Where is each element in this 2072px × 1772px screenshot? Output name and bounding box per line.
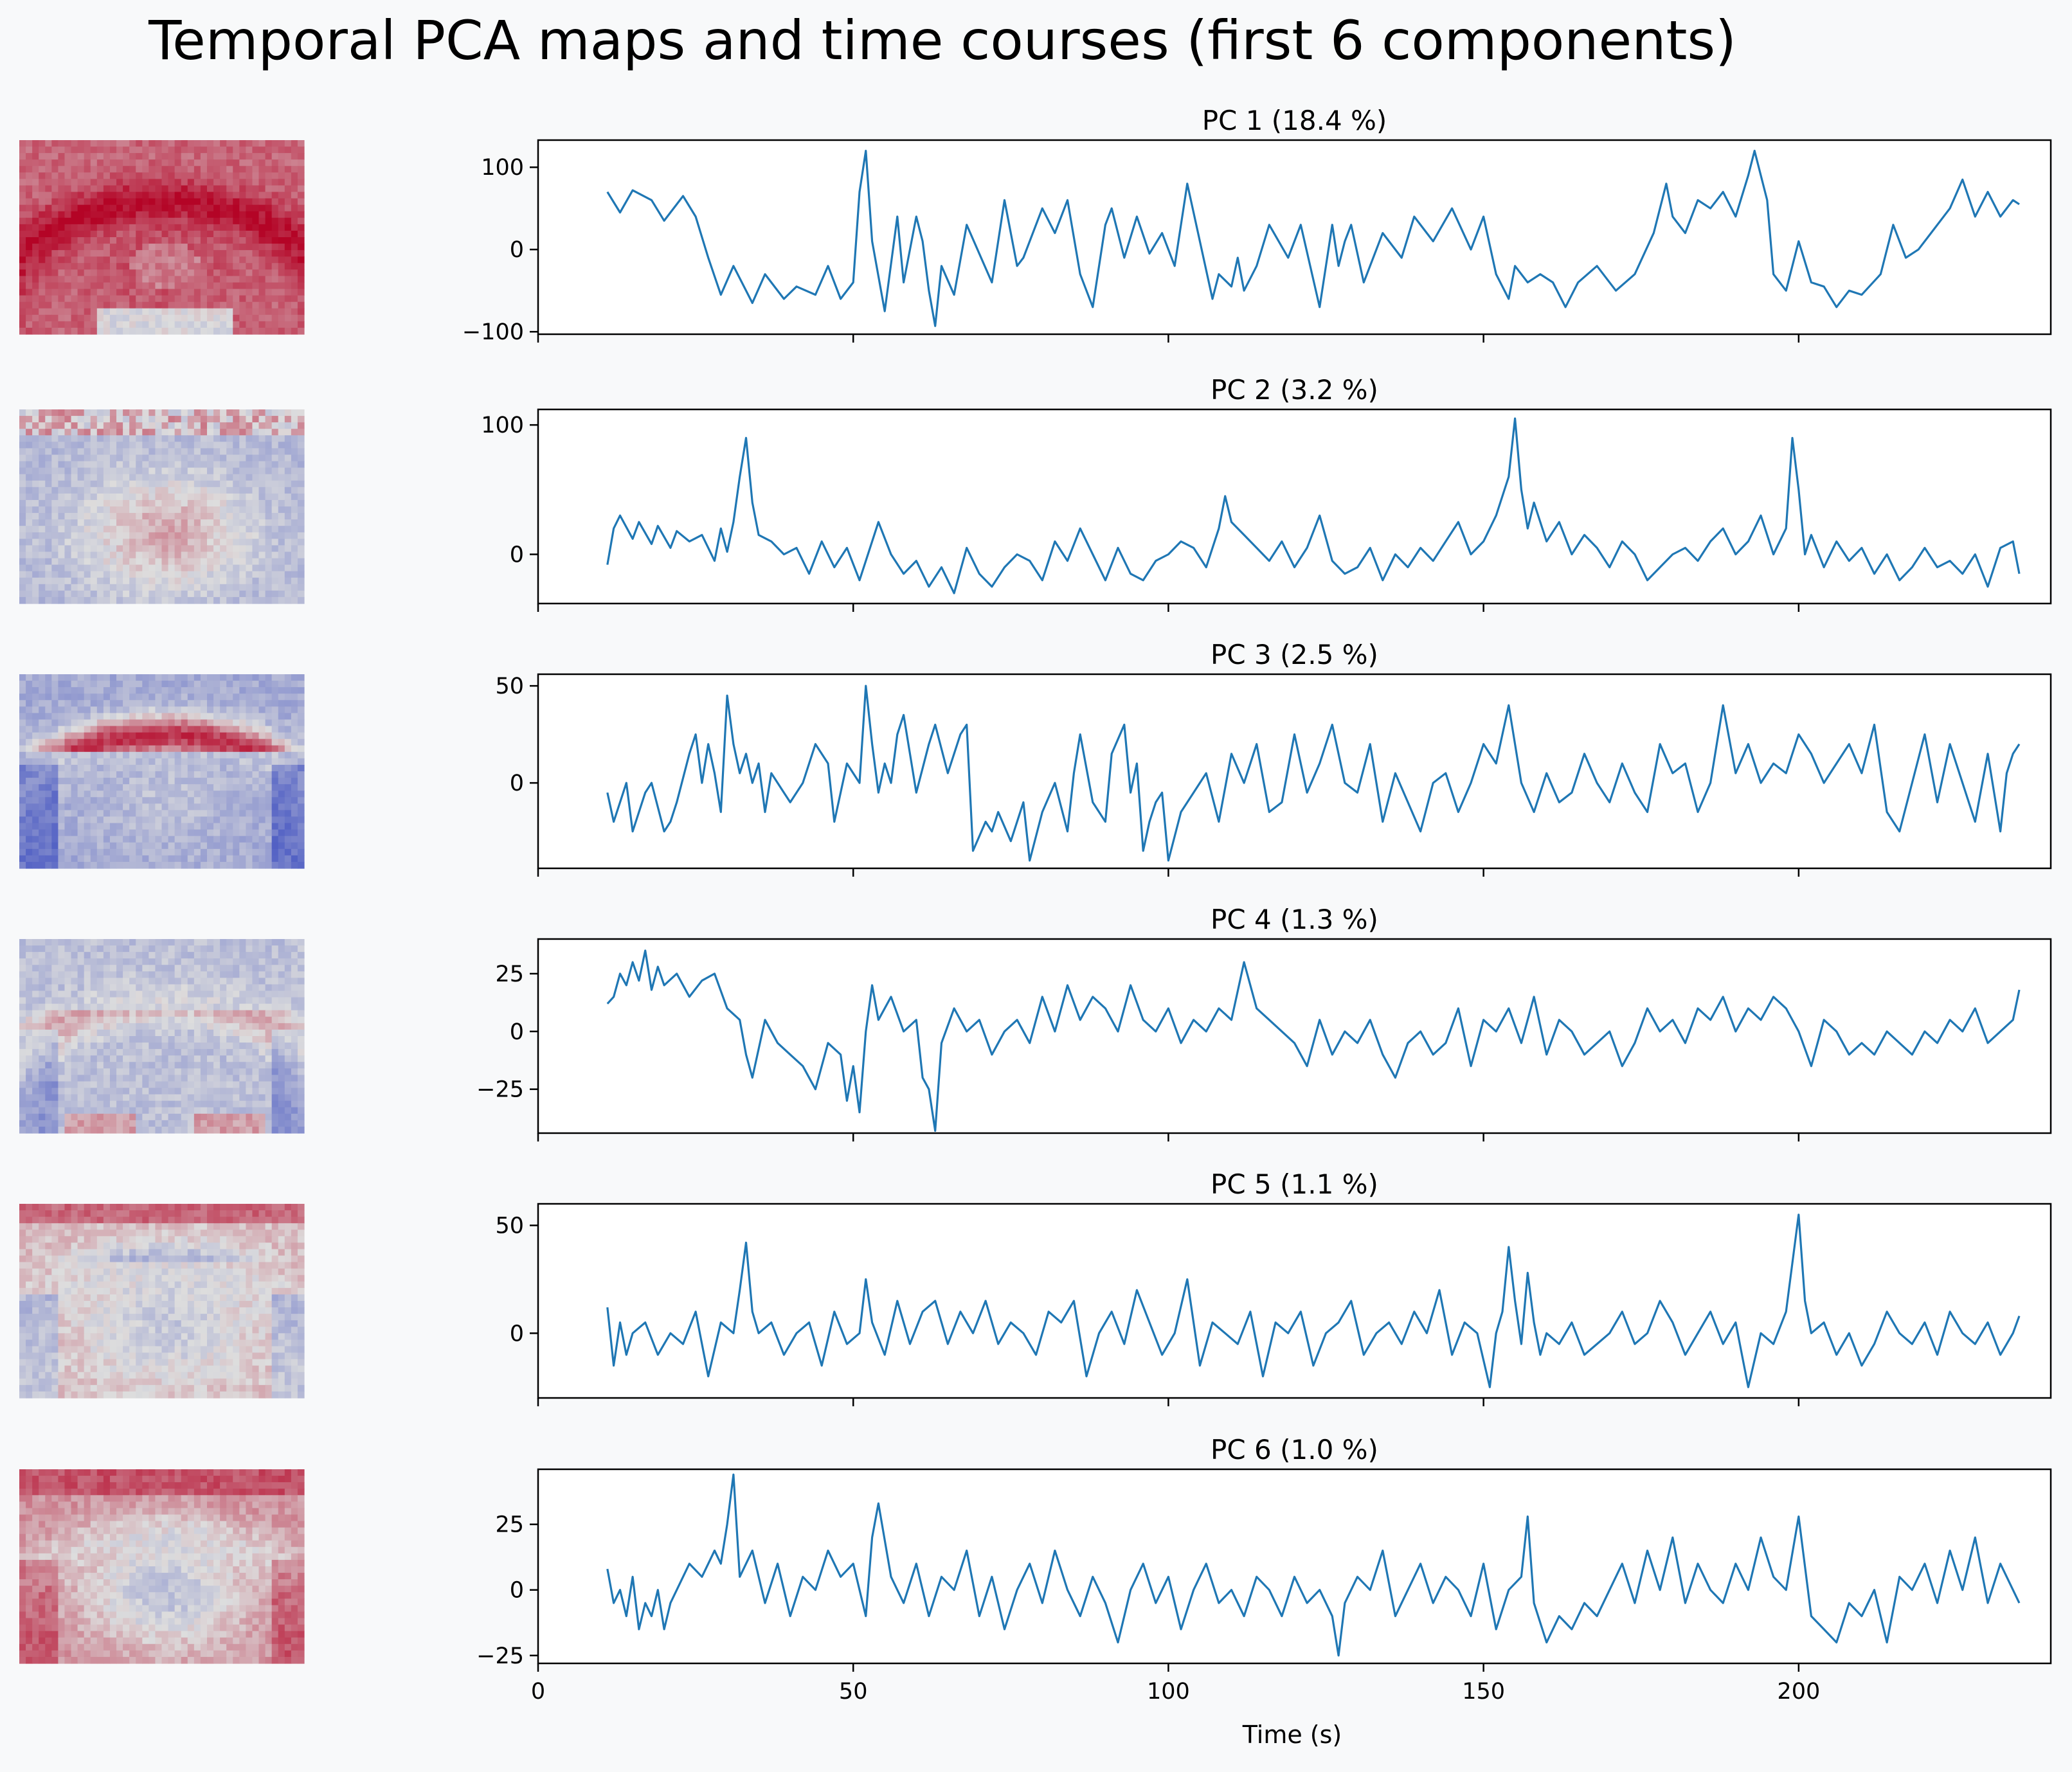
series-line-pc6 — [606, 1473, 2021, 1657]
panel-pc6: PC 6 (1.0 %) 25 0 −25 0 50 100 150 200 — [476, 1434, 2052, 1705]
component-map-pc4 — [19, 939, 305, 1134]
y-tick-label: 0 — [510, 771, 524, 796]
panel-pc3: PC 3 (2.5 %) 50 0 — [495, 639, 2052, 877]
component-map-pc2 — [19, 409, 305, 604]
y-tick-label: 100 — [481, 155, 524, 181]
series-line-pc2 — [606, 417, 2021, 595]
y-tick-label: 0 — [510, 1019, 524, 1045]
plot-area — [537, 408, 2052, 605]
component-map-pc6 — [19, 1469, 305, 1664]
panel-pc5: PC 5 (1.1 %) 50 0 — [495, 1168, 2052, 1406]
plot-area — [537, 938, 2052, 1134]
panel-title: PC 6 (1.0 %) — [1211, 1434, 1378, 1465]
series-line-pc1 — [606, 150, 2020, 327]
series-line-pc4 — [606, 949, 2021, 1132]
figure-title: Temporal PCA maps and time courses (firs… — [149, 9, 1736, 72]
panel-pc4: PC 4 (1.3 %) 25 0 −25 — [476, 904, 2052, 1141]
series-line-pc5 — [606, 1213, 2021, 1388]
y-tick-label: 100 — [481, 413, 524, 438]
y-tick-label: 0 — [510, 237, 524, 263]
y-tick-label: 50 — [495, 1213, 524, 1239]
x-tick-label: 200 — [1777, 1679, 1820, 1705]
x-tick-label: 0 — [531, 1679, 545, 1705]
plot-area — [537, 673, 2052, 870]
x-axis-label: Time (s) — [1242, 1721, 1342, 1749]
plot-area — [537, 139, 2052, 336]
y-tick-label: 25 — [495, 962, 524, 987]
panel-title: PC 2 (3.2 %) — [1211, 374, 1378, 406]
x-tick-label: 50 — [839, 1679, 868, 1705]
y-tick-label: 0 — [510, 1321, 524, 1347]
series-line-pc3 — [606, 685, 2021, 862]
panel-title: PC 3 (2.5 %) — [1211, 639, 1378, 670]
plot-area — [537, 1468, 2052, 1665]
y-tick-label: 50 — [495, 674, 524, 699]
panel-title: PC 1 (18.4 %) — [1202, 105, 1387, 136]
component-map-pc3 — [19, 674, 305, 869]
panel-title: PC 5 (1.1 %) — [1211, 1168, 1378, 1200]
panel-pc2: PC 2 (3.2 %) 100 0 — [481, 374, 2052, 612]
panel-pc1: PC 1 (18.4 %) 100 0 −100 — [462, 105, 2052, 345]
component-map-pc1 — [19, 140, 305, 335]
y-tick-label: 25 — [495, 1512, 524, 1538]
panel-title: PC 4 (1.3 %) — [1211, 904, 1378, 935]
component-map-pc5 — [19, 1204, 305, 1399]
y-tick-label: 0 — [510, 542, 524, 568]
y-tick-label: −100 — [462, 319, 524, 345]
y-tick-label: 0 — [510, 1578, 524, 1604]
y-tick-label: −25 — [476, 1077, 524, 1103]
component-maps — [19, 140, 305, 1664]
x-tick-label: 100 — [1147, 1679, 1190, 1705]
y-tick-label: −25 — [476, 1643, 524, 1669]
x-tick-label: 150 — [1462, 1679, 1505, 1705]
plot-area — [537, 1203, 2052, 1399]
